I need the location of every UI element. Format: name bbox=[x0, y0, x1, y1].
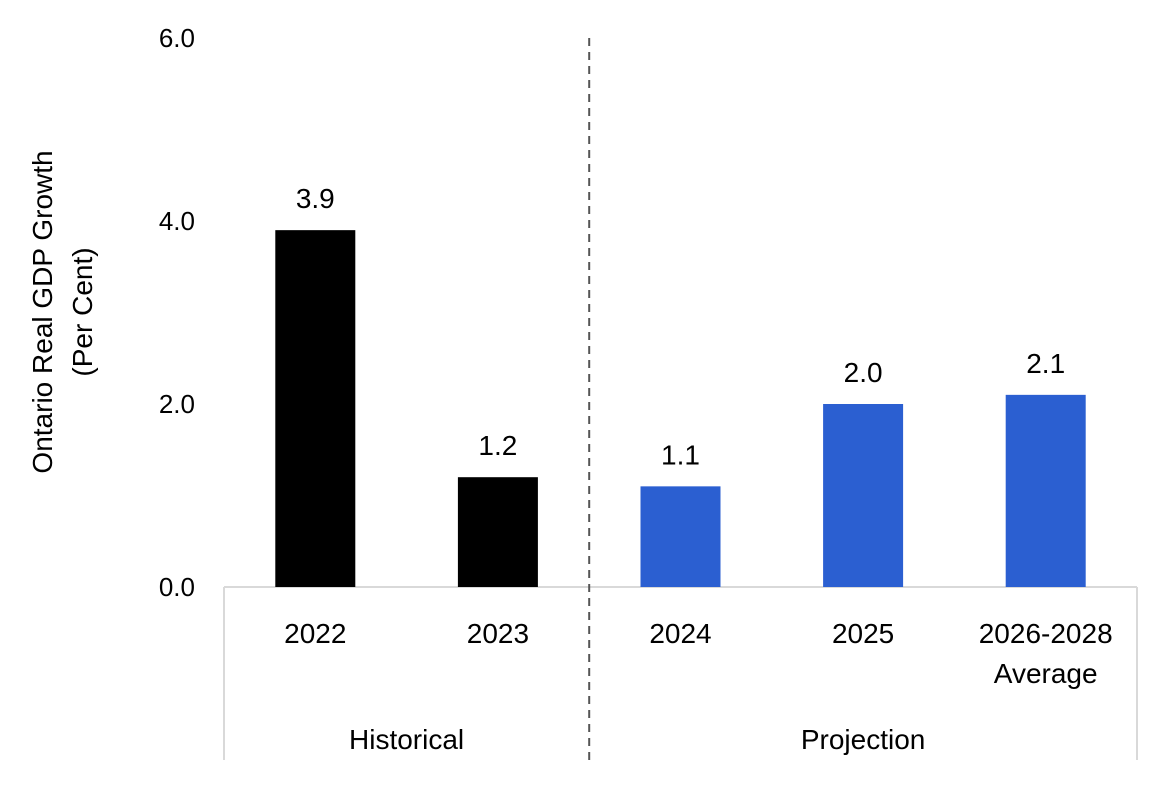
y-tick-label: 6.0 bbox=[159, 23, 195, 53]
bar-2022 bbox=[275, 230, 356, 587]
category-label: Average bbox=[994, 658, 1098, 689]
data-label: 2.0 bbox=[844, 357, 883, 388]
bar-2023 bbox=[457, 477, 538, 587]
data-label: 1.2 bbox=[478, 430, 517, 461]
y-tick-label: 0.0 bbox=[159, 572, 195, 602]
y-axis-ticks: 0.0 2.0 4.0 6.0 bbox=[159, 23, 195, 602]
y-axis-title-line: Ontario Real GDP Growth bbox=[27, 150, 58, 473]
category-label: 2022 bbox=[284, 618, 346, 649]
category-label: 2026-2028 bbox=[979, 618, 1113, 649]
bar-2024 bbox=[640, 486, 721, 587]
category-labels: 2022 2023 2024 2025 2026-2028 Average bbox=[284, 618, 1113, 689]
group-labels: Historical Projection bbox=[349, 724, 925, 755]
bar-2025 bbox=[823, 404, 904, 587]
category-axis-frame bbox=[223, 38, 1138, 760]
data-label: 3.9 bbox=[296, 183, 335, 214]
category-label: 2024 bbox=[649, 618, 711, 649]
y-axis-title: Ontario Real GDP Growth (Per Cent) bbox=[27, 150, 98, 473]
y-tick-label: 4.0 bbox=[159, 206, 195, 236]
data-labels: 3.9 1.2 1.1 2.0 2.1 bbox=[296, 183, 1065, 470]
data-label: 2.1 bbox=[1026, 348, 1065, 379]
data-label: 1.1 bbox=[661, 439, 700, 470]
y-axis-title-line: (Per Cent) bbox=[67, 247, 98, 376]
y-tick-label: 2.0 bbox=[159, 389, 195, 419]
category-label: 2025 bbox=[832, 618, 894, 649]
group-label-historical: Historical bbox=[349, 724, 464, 755]
group-label-projection: Projection bbox=[801, 724, 926, 755]
category-label: 2023 bbox=[467, 618, 529, 649]
bars bbox=[275, 230, 1086, 587]
bar-2026-2028 bbox=[1005, 394, 1086, 587]
